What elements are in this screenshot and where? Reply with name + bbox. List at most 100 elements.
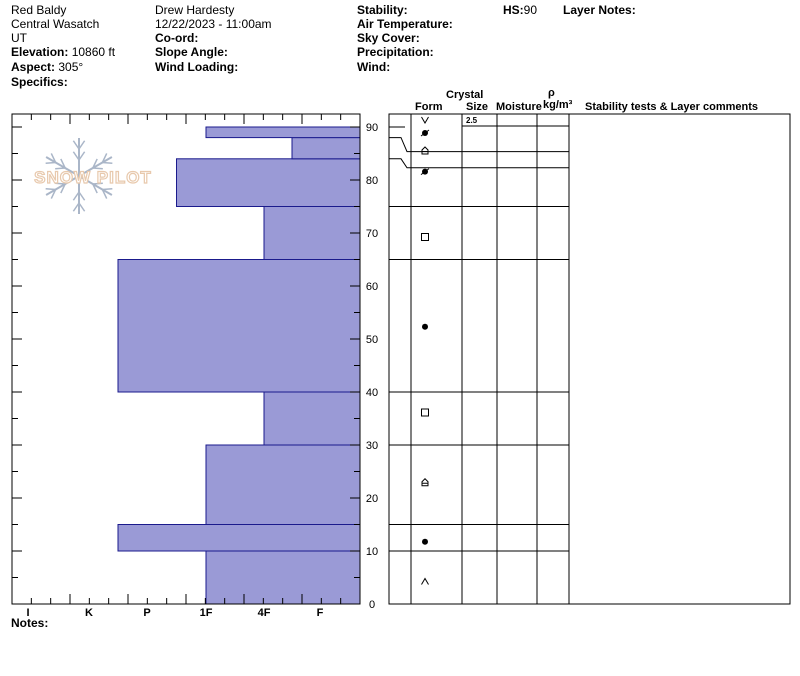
- x-tick-label: 4F: [258, 607, 271, 619]
- snowflake-branch: [101, 189, 108, 199]
- layer-table: 2.5: [388, 113, 791, 605]
- hardness-bar: [117, 259, 361, 393]
- snowpilot-logo: SNOW PILOT: [34, 138, 151, 214]
- y-tick-label: 50: [366, 334, 378, 346]
- snowflake-branch: [72, 191, 80, 201]
- y-tick-label: 40: [366, 387, 378, 399]
- snowflake-branch: [72, 202, 80, 212]
- snowflake-arm: [78, 175, 113, 196]
- x-tick-label: F: [317, 607, 324, 619]
- y-tick-label: 60: [366, 281, 378, 293]
- rounds-symbol-icon: [422, 538, 428, 545]
- hardness-bar: [205, 126, 361, 139]
- y-tick-label: 10: [366, 546, 378, 558]
- size-header: Size: [466, 101, 489, 113]
- hardness-bar: [263, 391, 361, 446]
- snowflake-branch: [72, 140, 80, 150]
- location-name: Red Baldy: [11, 3, 67, 17]
- aspect-row: Aspect: 305°: [11, 60, 83, 74]
- hardness-bar: [205, 444, 361, 525]
- slope-angle-label: Slope Angle:: [155, 45, 228, 59]
- x-tick-label: 1F: [200, 607, 213, 619]
- surface-hoar-symbol-icon: [421, 116, 429, 124]
- snowflake-branch: [78, 140, 86, 150]
- stability-tests-header: Stability tests & Layer comments: [585, 101, 759, 113]
- stability-label: Stability:: [357, 3, 408, 17]
- hs-label: HS:: [503, 3, 524, 17]
- surface-size-value: 2.5: [466, 116, 478, 125]
- y-tick-label: 90: [366, 122, 378, 134]
- form-header: Form: [415, 101, 443, 113]
- snowflake-branch: [60, 183, 66, 194]
- snowflake-arm: [45, 175, 80, 196]
- facet-rounding-symbol-icon: [421, 577, 429, 585]
- location-state: UT: [11, 31, 27, 45]
- hardness-bars: [117, 126, 361, 605]
- decomposing-symbol-icon: [420, 129, 430, 137]
- aspect-value: 305°: [58, 60, 84, 74]
- crystal-header: Crystal: [446, 89, 484, 101]
- wind-label: Wind:: [357, 60, 391, 74]
- coord-label: Co-ord:: [155, 31, 199, 45]
- density-unit-header: kg/m³: [543, 99, 573, 111]
- chart-frame: [11, 113, 361, 605]
- snowflake-branch: [102, 161, 113, 165]
- observer-name: Drew Hardesty: [155, 3, 235, 17]
- depth-hoar-symbol-icon: [421, 478, 429, 487]
- rounds-symbol-icon: [422, 323, 428, 330]
- hardness-bar: [291, 137, 361, 160]
- specifics-label: Specifics:: [11, 75, 68, 89]
- axis-labels: 0 10 20 30 40 50 60 70 80 90 I K P 1F 4F F: [26, 122, 378, 619]
- hardness-bar: [117, 524, 361, 552]
- snowflake-branch: [101, 153, 108, 163]
- elevation-label: Elevation:: [11, 45, 69, 59]
- rho-header: ρ: [548, 87, 555, 99]
- snowflake-branch: [102, 187, 113, 191]
- crystal-form-marks: [420, 116, 430, 585]
- observation-datetime: 12/22/2023 - 11:00am: [155, 17, 272, 31]
- snowflake-arm: [78, 156, 113, 177]
- hardness-bar: [176, 158, 361, 208]
- snowflake-branch: [72, 151, 80, 161]
- x-tick-label: K: [85, 607, 93, 619]
- y-tick-label: 20: [366, 493, 378, 505]
- snowflake-branch: [92, 167, 103, 170]
- snowflake-branch: [78, 202, 86, 212]
- snowflake-branch: [50, 189, 57, 199]
- decomposing-symbol-icon: [420, 168, 430, 176]
- table-border: [388, 113, 791, 605]
- snowflake-icon: [45, 138, 113, 214]
- layer-connector: [389, 158, 411, 169]
- layer-notes-label: Layer Notes:: [563, 3, 636, 17]
- depth-hoar-symbol-icon: [421, 146, 429, 155]
- snowflake-branch: [60, 158, 66, 169]
- snowflake-branch: [92, 158, 98, 169]
- y-tick-label: 0: [369, 599, 375, 611]
- y-tick-label: 80: [366, 175, 378, 187]
- facets-symbol-icon: [421, 233, 429, 241]
- precipitation-label: Precipitation:: [357, 45, 434, 59]
- snowflake-branch: [45, 187, 56, 191]
- y-tick-label: 70: [366, 228, 378, 240]
- moisture-header: Moisture: [496, 101, 542, 113]
- notes-label: Notes:: [11, 616, 49, 630]
- snowflake-branch: [45, 161, 56, 165]
- aspect-label: Aspect:: [11, 60, 56, 74]
- location-range: Central Wasatch: [11, 17, 100, 31]
- y-tick-label: 30: [366, 440, 378, 452]
- snowflake-arm: [45, 156, 80, 177]
- snowflake-branch: [92, 183, 98, 194]
- snowflake-branch: [55, 167, 66, 170]
- elevation-row: Elevation: 10860 ft: [11, 45, 115, 59]
- layer-connector: [389, 137, 411, 153]
- facets-symbol-icon: [421, 408, 429, 417]
- hs-value: 90: [523, 3, 538, 17]
- snowflake-branch: [78, 151, 86, 161]
- snowflake-branch: [50, 153, 57, 163]
- sky-cover-label: Sky Cover:: [357, 31, 420, 45]
- hardness-bar: [205, 550, 361, 605]
- snowflake-branch: [78, 191, 86, 201]
- snowflake-branch: [55, 182, 66, 185]
- wind-loading-label: Wind Loading:: [155, 60, 239, 74]
